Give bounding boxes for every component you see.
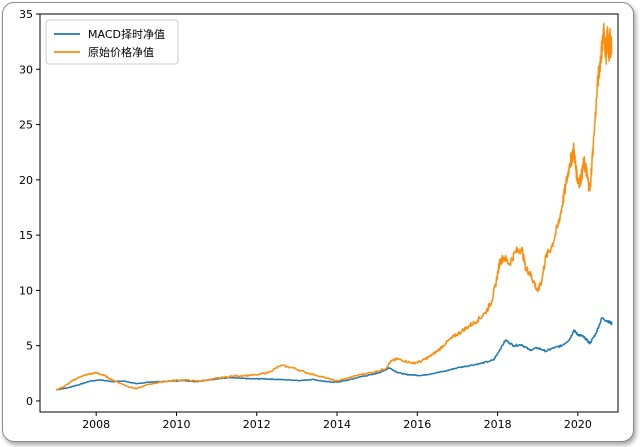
series-line-0 [55,317,613,391]
plot-area [39,13,619,413]
series-line-1 [55,22,613,391]
x-tick-label: 2014 [323,418,351,431]
y-tick-label: 30 [19,63,33,76]
x-tick-label: 2016 [403,418,431,431]
legend-label-0: MACD择时净值 [88,27,165,41]
x-tick-label: 2012 [243,418,271,431]
y-tick-label: 20 [19,174,33,187]
y-tick-label: 5 [26,340,33,353]
y-tick-label: 25 [19,119,33,132]
axes-box [39,13,619,413]
series-layer [55,22,613,391]
x-tick-label: 2010 [162,418,190,431]
x-tick-label: 2018 [484,418,512,431]
y-tick-label: 35 [19,8,33,21]
y-axis: 0 5 10 15 20 25 30 35 [19,8,40,408]
x-tick-label: 2020 [564,418,592,431]
legend-label-1: 原始价格净值 [88,45,154,59]
y-tick-label: 10 [19,284,33,297]
y-tick-label: 0 [26,395,33,408]
y-tick-label: 15 [19,229,33,242]
figure-frame [2,2,634,442]
x-axis: 2008 2010 2012 2014 2016 2018 2020 [82,412,592,431]
x-tick-label: 2008 [82,418,110,431]
legend-box [45,19,179,65]
